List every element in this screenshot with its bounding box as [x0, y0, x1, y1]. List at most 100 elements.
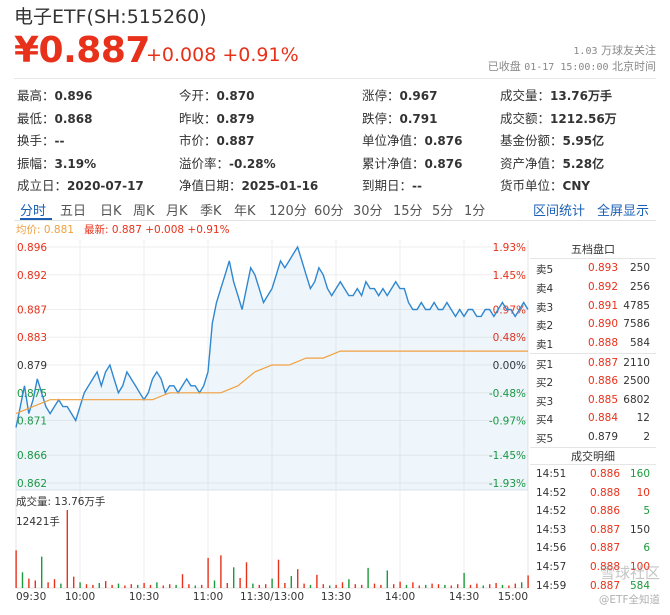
followers-info[interactable]: 1.03 万球友关注 — [573, 42, 656, 58]
pct-tick-label: -1.93% — [489, 478, 526, 490]
trade-volume: 100 — [629, 560, 650, 573]
order-book-title: 五档盘口 — [530, 241, 656, 259]
pct-tick-label: 0.48% — [493, 332, 526, 344]
volume-bar — [303, 583, 305, 588]
tab-15min[interactable]: 15分 — [393, 204, 423, 219]
order-book-row: 买5 0.879 2 — [530, 428, 656, 447]
quote-high: 最高：0.896 — [17, 88, 93, 103]
quote-volume: 成交量：13.76万手 — [500, 88, 612, 103]
quote-amount: 成交额：1212.56万 — [500, 110, 617, 126]
volume-bar — [181, 574, 184, 588]
order-level-price: 0.884 — [587, 412, 618, 425]
order-level-label: 卖3 — [536, 301, 554, 314]
tab-weekly-k[interactable]: 周K — [133, 204, 155, 219]
order-level-volume: 584 — [629, 337, 650, 350]
volume-bar — [162, 585, 164, 588]
order-book-row: 买1 0.887 2110 — [530, 352, 656, 372]
volume-bar — [60, 583, 62, 588]
price-change: +0.008 +0.91% — [146, 44, 299, 66]
volume-bar — [79, 582, 81, 588]
y-tick-label: 0.892 — [17, 270, 47, 282]
tab-yearly-k[interactable]: 年K — [234, 204, 256, 219]
trade-volume: 584 — [629, 579, 650, 592]
quote-cum-nav: 累计净值：0.876 — [362, 155, 463, 171]
pct-tick-label: 0.00% — [493, 360, 526, 372]
status-prefix: 已收盘 — [487, 60, 521, 73]
tab-quarterly-k[interactable]: 季K — [200, 204, 222, 219]
volume-bar — [380, 584, 382, 588]
order-level-price: 0.888 — [587, 337, 618, 350]
order-book-rows: 卖5 0.893 250 卖4 0.892 256 卖3 0.891 4785 卖2 0.890 75… — [530, 259, 656, 447]
tab-daily-k[interactable]: 日K — [100, 204, 122, 219]
order-level-label: 买5 — [536, 433, 554, 446]
volume-bar — [469, 584, 472, 588]
volume-bar — [521, 582, 523, 588]
quote-currency: 货币单位：CNY — [500, 178, 591, 193]
order-level-volume: 4785 — [623, 299, 650, 312]
tab-60min[interactable]: 60分 — [314, 204, 344, 219]
volume-bar — [258, 584, 260, 588]
volume-bar — [53, 579, 56, 588]
order-level-volume: 2 — [643, 431, 650, 444]
volume-bar — [156, 582, 158, 588]
trade-row: 14:57 0.888 100 — [530, 558, 656, 577]
quote-row: 换手：-- 市价：0.887 单位净值：0.876 基金份额：5.95亿 — [17, 128, 657, 151]
volume-bar — [297, 569, 299, 588]
volume-bar — [290, 576, 292, 588]
order-level-volume: 2110 — [623, 356, 650, 369]
quote-row: 振幅：3.19% 溢价率：-0.28% 累计净值：0.876 资产净值：5.28… — [17, 151, 657, 174]
quote-maturity: 到期日：-- — [362, 178, 422, 193]
volume-bar — [21, 572, 24, 588]
x-tick-label: 11:30/13:00 — [240, 591, 304, 603]
tab-30min[interactable]: 30分 — [353, 204, 383, 219]
volume-bar — [367, 567, 369, 588]
volume-bar — [117, 583, 120, 588]
volume-bar — [220, 555, 222, 588]
volume-bar — [354, 584, 356, 588]
order-level-price: 0.893 — [587, 262, 618, 274]
volume-bar — [239, 578, 241, 588]
volume-bar — [188, 584, 190, 588]
tab-1min[interactable]: 1分 — [464, 204, 486, 219]
y-tick-label: 0.879 — [17, 360, 47, 372]
price-line — [15, 245, 529, 428]
tab-5min[interactable]: 5分 — [432, 204, 454, 219]
quote-row: 最低：0.868 昨收：0.879 跌停：0.791 成交额：1212.56万 — [17, 106, 657, 129]
volume-bar — [105, 581, 107, 588]
status-time: 01-17 15:00:00 — [524, 62, 609, 73]
order-level-label: 卖1 — [536, 339, 554, 352]
x-tick-label: 09:30 — [16, 591, 46, 603]
volume-bar — [418, 585, 420, 588]
tab-monthly-k[interactable]: 月K — [166, 204, 188, 219]
order-book-row: 买4 0.884 12 — [530, 409, 656, 428]
quote-nav-date: 净值日期：2025-01-16 — [179, 178, 319, 193]
tab-intraday[interactable]: 分时 — [20, 204, 47, 219]
order-level-label: 卖2 — [536, 320, 554, 333]
order-level-price: 0.879 — [587, 431, 618, 444]
range-stats-link[interactable]: 区间统计 — [533, 204, 586, 219]
tab-five-day[interactable]: 五日 — [60, 204, 87, 219]
y-tick-label: 0.896 — [17, 242, 47, 254]
tab-120min[interactable]: 120分 — [269, 204, 307, 219]
price-area — [16, 247, 528, 490]
trade-time: 14:51 — [536, 467, 567, 480]
trade-time: 14:53 — [536, 523, 567, 536]
volume-bar — [245, 562, 248, 588]
volume-bar — [386, 570, 388, 588]
order-level-label: 买3 — [536, 395, 554, 408]
trade-time: 14:52 — [536, 486, 567, 499]
order-level-price: 0.885 — [587, 393, 618, 406]
divider — [14, 220, 656, 221]
trade-price: 0.888 — [589, 560, 620, 573]
trade-volume: 160 — [629, 467, 650, 480]
active-tab-indicator — [20, 218, 52, 220]
volume-bar — [393, 584, 395, 588]
volume-bar — [233, 567, 235, 588]
legend-average: 均价: 0.881 — [16, 224, 74, 236]
y-tick-label: 0.866 — [17, 450, 47, 462]
order-level-volume: 250 — [629, 262, 650, 274]
trade-volume: 150 — [629, 523, 650, 536]
trade-time: 14:56 — [536, 542, 567, 555]
fullscreen-link[interactable]: 全屏显示 — [597, 204, 650, 219]
